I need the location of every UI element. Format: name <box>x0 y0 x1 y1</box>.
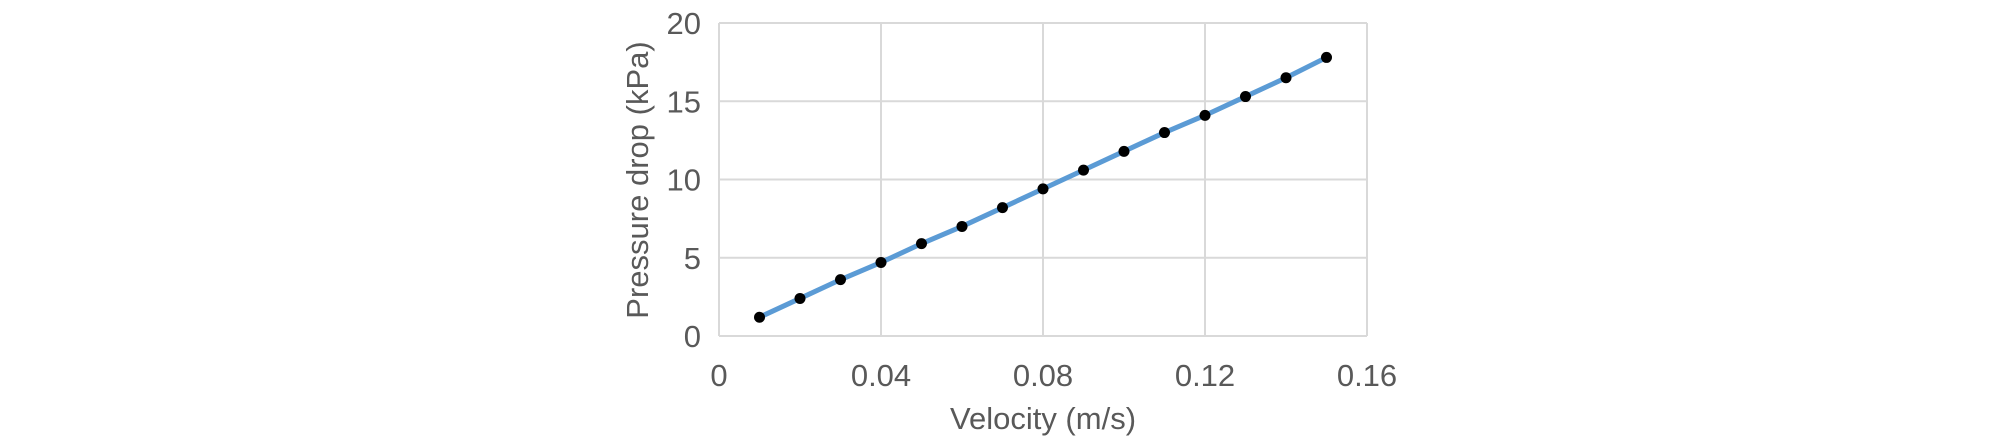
data-point-marker <box>956 220 968 232</box>
data-point-marker <box>1280 72 1292 84</box>
data-point-marker <box>754 311 765 323</box>
data-point-marker <box>1037 183 1049 195</box>
y-axis-title: Pressure drop (kPa) <box>620 41 655 318</box>
y-axis-tick-labels: 0 5 10 15 20 <box>667 6 701 354</box>
data-point-marker <box>794 292 806 304</box>
data-point-marker <box>1321 51 1332 63</box>
data-point-marker <box>1199 109 1211 121</box>
y-tick-label: 20 <box>667 6 701 41</box>
data-point-marker <box>1159 127 1170 139</box>
y-tick-label: 0 <box>684 319 701 354</box>
data-point-marker <box>835 274 846 286</box>
data-series <box>754 51 1332 323</box>
x-tick-label: 0 <box>710 358 727 393</box>
x-tick-label: 0.04 <box>851 358 911 393</box>
data-point-marker <box>1118 145 1130 157</box>
x-tick-label: 0.08 <box>1013 358 1073 393</box>
x-tick-label: 0.12 <box>1175 358 1235 393</box>
x-axis-tick-labels: 0 0.04 0.08 0.12 0.16 <box>710 358 1397 393</box>
x-tick-label: 0.16 <box>1337 358 1397 393</box>
y-tick-label: 10 <box>667 163 701 198</box>
y-tick-label: 15 <box>667 84 701 119</box>
y-tick-label: 5 <box>684 241 701 276</box>
data-point-marker <box>916 238 927 250</box>
gridlines <box>718 22 1368 337</box>
data-point-marker <box>1240 91 1251 103</box>
x-axis-title: Velocity (m/s) <box>950 401 1136 436</box>
data-point-marker <box>875 256 887 268</box>
data-point-marker <box>997 202 1008 214</box>
data-point-marker <box>1078 164 1089 176</box>
